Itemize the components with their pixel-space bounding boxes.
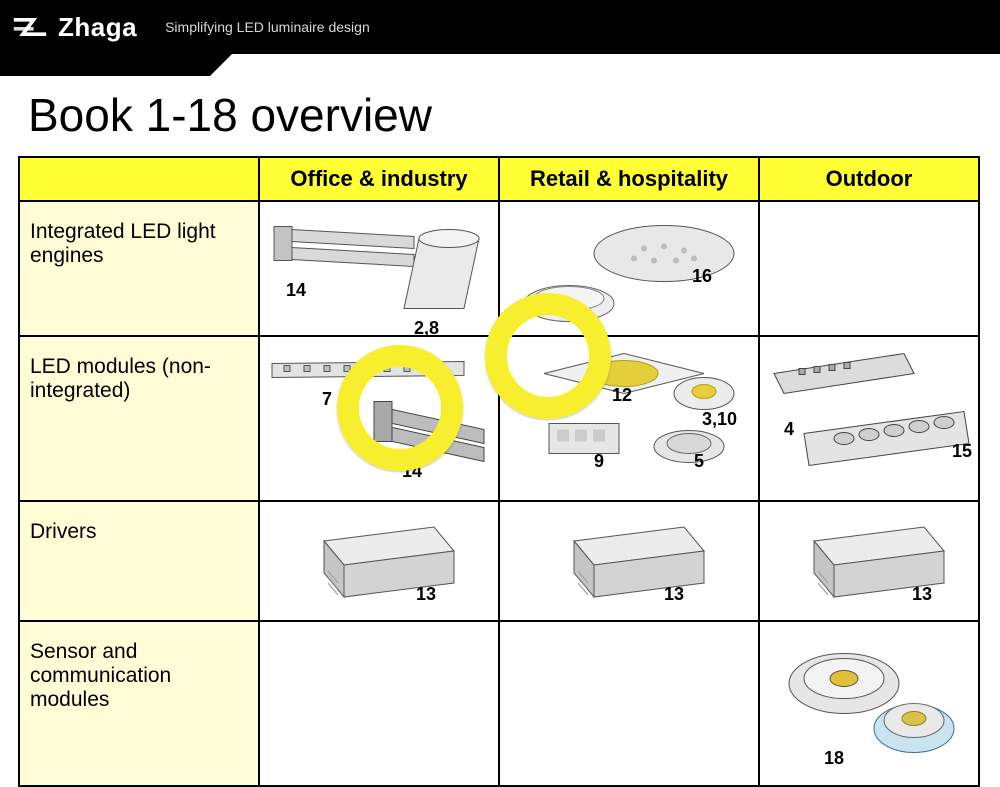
- book-number: 7: [322, 389, 332, 410]
- cell-r3c1: [499, 621, 759, 786]
- logo-area: Zhaga Simplifying LED luminaire design: [0, 9, 370, 45]
- cell-r1c0: 7 14: [259, 336, 499, 501]
- topbar-notch: [0, 54, 210, 76]
- cob-module-icon: [504, 483, 754, 500]
- row-header-drivers: Drivers: [19, 501, 259, 621]
- cell-r3c2: 18: [759, 621, 979, 786]
- book-number: 15: [952, 441, 972, 462]
- book-number: 4: [784, 419, 794, 440]
- overview-table: Office & industry Retail & hospitality O…: [18, 156, 980, 787]
- book-number: 14: [286, 280, 306, 301]
- book-number: 5: [694, 451, 704, 472]
- table-row: Drivers 13: [19, 501, 979, 621]
- book-number: 13: [416, 584, 436, 605]
- cell-r1c2: 4 15: [759, 336, 979, 501]
- cell-r2c1: 13: [499, 501, 759, 621]
- book-number: 2,8: [414, 318, 439, 339]
- led-disc-icon: [504, 318, 754, 335]
- cell-r2c2: 13: [759, 501, 979, 621]
- zhaga-logo-icon: [12, 9, 48, 45]
- table-row: Integrated LED light engines: [19, 201, 979, 336]
- col-header-outdoor: Outdoor: [759, 157, 979, 201]
- col-header-retail: Retail & hospitality: [499, 157, 759, 201]
- book-number: 13: [664, 584, 684, 605]
- book-number: 12: [612, 385, 632, 406]
- outdoor-module-icon: [764, 483, 974, 500]
- top-bar: Zhaga Simplifying LED luminaire design: [0, 0, 1000, 54]
- row-header-modules: LED modules (non-integrated): [19, 336, 259, 501]
- row-header-integrated: Integrated LED light engines: [19, 201, 259, 336]
- cell-r0c2: [759, 201, 979, 336]
- driver-box-icon: [504, 603, 754, 620]
- book-number: 9: [594, 451, 604, 472]
- tagline-text: Simplifying LED luminaire design: [165, 19, 370, 35]
- led-module-strip-icon: [264, 483, 494, 500]
- cell-r0c1: 16: [499, 201, 759, 336]
- table-row: Sensor and communication modules: [19, 621, 979, 786]
- book-number: 3,10: [702, 409, 737, 430]
- table-row: LED modules (non-integrated): [19, 336, 979, 501]
- book-number: 13: [912, 584, 932, 605]
- cell-r3c0: [259, 621, 499, 786]
- sensor-module-icon: [764, 768, 974, 785]
- driver-box-icon: [764, 603, 974, 620]
- book-number: 16: [692, 266, 712, 287]
- table-corner-cell: [19, 157, 259, 201]
- driver-box-icon: [264, 603, 494, 620]
- book-number: 18: [824, 748, 844, 769]
- brand-name: Zhaga: [58, 12, 137, 43]
- col-header-office: Office & industry: [259, 157, 499, 201]
- led-strip-icon: [264, 318, 494, 335]
- cell-r1c1: 12 3,10 9 5: [499, 336, 759, 501]
- table-header-row: Office & industry Retail & hospitality O…: [19, 157, 979, 201]
- row-header-sensor: Sensor and communication modules: [19, 621, 259, 786]
- book-number: 14: [402, 461, 422, 482]
- cell-r0c0: 14 2,8: [259, 201, 499, 336]
- page-title: Book 1-18 overview: [28, 88, 1000, 142]
- cell-r2c0: 13: [259, 501, 499, 621]
